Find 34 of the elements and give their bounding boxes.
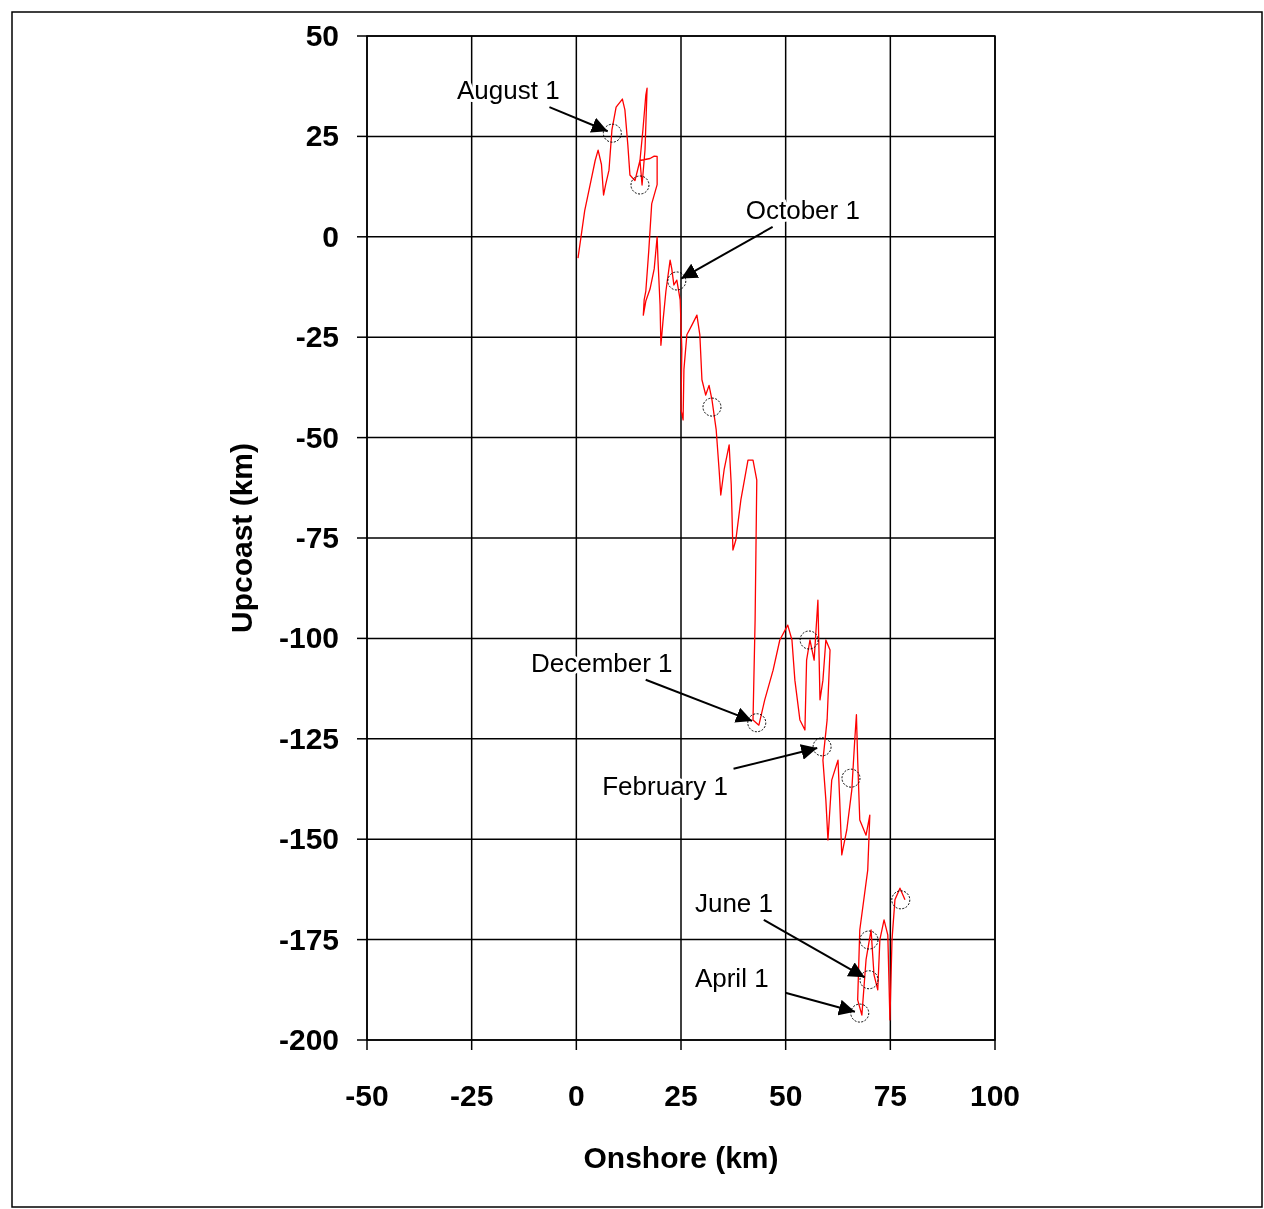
- y-tick-label: -50: [295, 420, 339, 454]
- x-tick-label: 25: [664, 1079, 698, 1112]
- y-tick-label: -75: [295, 521, 339, 554]
- annotation: April 1: [694, 963, 769, 994]
- y-tick-label: 50: [305, 19, 339, 52]
- y-tick-label: -150: [278, 822, 339, 856]
- y-tick-label: -125: [278, 721, 339, 755]
- y-axis-title: Upcoast (km): [225, 442, 258, 634]
- y-tick-label: 0: [322, 219, 339, 253]
- x-tick-label: 50: [768, 1079, 803, 1112]
- point: [850, 1003, 870, 1023]
- x-tick-label: -50: [345, 1079, 389, 1112]
- y-tick-label: -100: [278, 621, 339, 655]
- annotation: June 1: [694, 887, 774, 918]
- point: [602, 123, 622, 143]
- y-tick-label: -200: [278, 1023, 339, 1056]
- x-tick-label: 0: [567, 1079, 585, 1112]
- y-tick-label: -175: [278, 922, 339, 956]
- x-tick-label: 75: [873, 1079, 908, 1112]
- y-tick-label: 25: [305, 119, 339, 153]
- x-axis-title: Onshore (km): [583, 1141, 779, 1174]
- point: [667, 271, 687, 291]
- x-tick-label: -25: [449, 1079, 494, 1112]
- point: [841, 768, 861, 788]
- y-tick-label: -25: [295, 320, 339, 354]
- point: [891, 890, 911, 910]
- point: [630, 175, 650, 195]
- point: [747, 713, 767, 733]
- point: [859, 970, 879, 990]
- point: [702, 397, 722, 417]
- point: [859, 930, 879, 950]
- point: [812, 737, 832, 757]
- point: [799, 630, 819, 650]
- x-tick-label: 100: [969, 1079, 1021, 1112]
